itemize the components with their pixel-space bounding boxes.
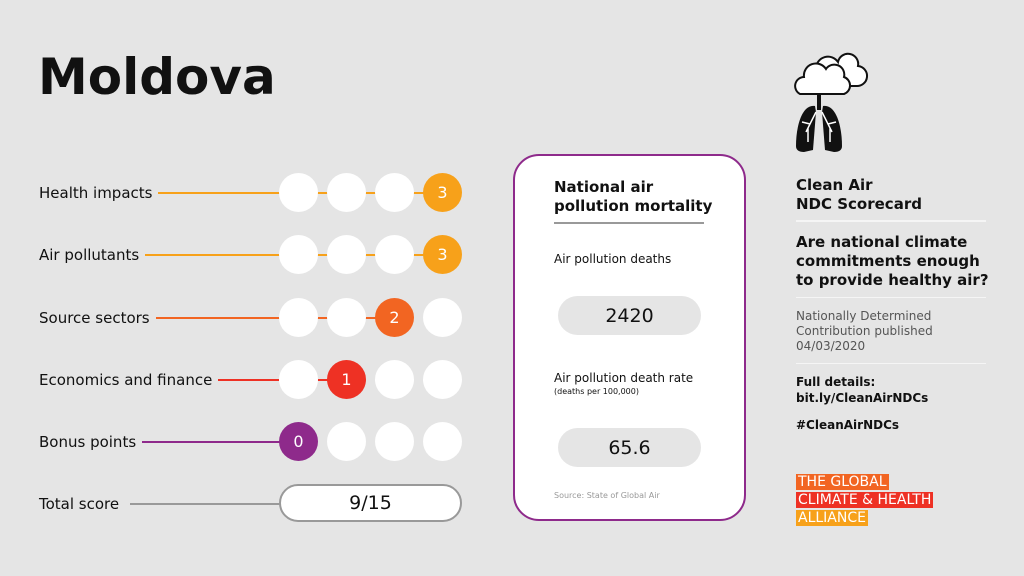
score-row: Health impacts 3 — [0, 173, 480, 213]
score-slot — [279, 298, 318, 337]
ndc-line2: Contribution published — [796, 324, 933, 338]
score-slot — [279, 173, 318, 212]
ndc-line1: Nationally Determined — [796, 309, 932, 323]
divider — [796, 220, 986, 222]
score-marker: 0 — [279, 422, 318, 461]
category-connector — [130, 379, 347, 381]
total-score-value: 9/15 — [279, 484, 462, 522]
deaths-label: Air pollution deaths — [554, 252, 672, 266]
death-rate-label: Air pollution death rate — [554, 371, 694, 385]
category-label: Economics and finance — [39, 371, 219, 389]
score-slot — [423, 422, 462, 461]
details-label: Full details: — [796, 375, 876, 389]
total-score-row: Total score — [0, 484, 480, 524]
score-row: Source sectors 2 — [0, 298, 480, 338]
divider — [554, 222, 704, 224]
score-slot — [279, 360, 318, 399]
hashtag: #CleanAirNDCs — [796, 418, 900, 432]
scorecard-title-line1: Clean Air — [796, 176, 873, 194]
mortality-card-title: National air pollution mortality — [554, 178, 713, 215]
scorecard-title-line2: NDC Scorecard — [796, 195, 922, 213]
score-slot — [423, 360, 462, 399]
score-slot — [327, 298, 366, 337]
logo-line1: THE GLOBAL — [796, 474, 889, 490]
total-score-connector — [130, 503, 280, 505]
source-note: Source: State of Global Air — [554, 491, 660, 500]
score-slot — [375, 235, 414, 274]
score-slot — [327, 422, 366, 461]
score-marker: 3 — [423, 235, 462, 274]
category-connector — [130, 317, 395, 319]
score-marker: 3 — [423, 173, 462, 212]
category-label: Bonus points — [39, 433, 143, 451]
scorecard-question: Are national climate commitments enough … — [796, 233, 989, 289]
score-slot — [375, 173, 414, 212]
details-link[interactable]: bit.ly/CleanAirNDCs — [796, 391, 929, 405]
category-label: Air pollutants — [39, 246, 146, 264]
divider — [796, 363, 986, 364]
total-score-label: Total score — [39, 495, 126, 513]
alliance-logo: THE GLOBAL CLIMATE & HEALTH ALLIANCE — [796, 472, 934, 526]
category-label: Source sectors — [39, 309, 156, 327]
mortality-card: National air pollution mortality Air pol… — [513, 154, 746, 521]
score-slot — [423, 298, 462, 337]
ndc-date: 04/03/2020 — [796, 339, 866, 353]
score-row: Economics and finance 1 — [0, 360, 480, 400]
score-slot — [327, 235, 366, 274]
scorecard-title: Clean Air NDC Scorecard — [796, 176, 986, 214]
category-connector — [130, 441, 299, 443]
category-label: Health impacts — [39, 184, 159, 202]
deaths-value: 2420 — [558, 296, 701, 335]
score-row: Bonus points 0 — [0, 422, 480, 462]
full-details: Full details: bit.ly/CleanAirNDCs — [796, 374, 928, 406]
score-marker: 2 — [375, 298, 414, 337]
score-marker: 1 — [327, 360, 366, 399]
logo-line2: CLIMATE & HEALTH — [796, 492, 934, 508]
score-slot — [375, 422, 414, 461]
logo-line3: ALLIANCE — [796, 510, 868, 526]
death-rate-sublabel: (deaths per 100,000) — [554, 387, 639, 396]
score-slot — [279, 235, 318, 274]
cloud-lungs-icon — [794, 52, 868, 152]
page-title: Moldova — [38, 48, 276, 106]
score-row: Air pollutants 3 — [0, 235, 480, 275]
score-slot — [375, 360, 414, 399]
ndc-published: Nationally Determined Contribution publi… — [796, 309, 933, 354]
divider — [796, 297, 986, 298]
death-rate-value: 65.6 — [558, 428, 701, 467]
score-slot — [327, 173, 366, 212]
